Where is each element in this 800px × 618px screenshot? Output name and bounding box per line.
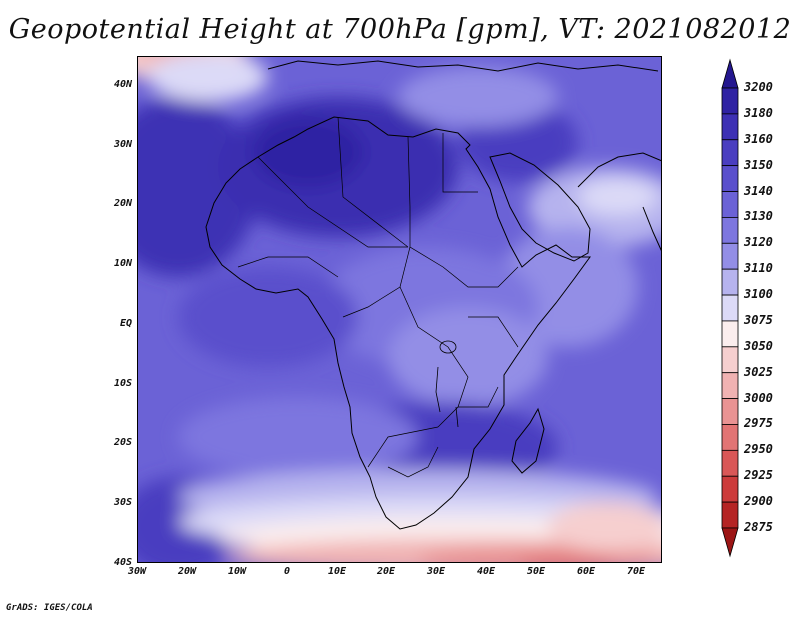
lat-label-10n: 10N	[113, 258, 132, 269]
lon-label-20e: 20E	[376, 566, 396, 577]
colorbar-label: 2975	[744, 416, 773, 431]
lon-label-40e: 40E	[476, 566, 496, 577]
colorbar-swatch	[721, 475, 739, 503]
europe-coastline	[267, 60, 659, 72]
colorbar-swatch	[721, 346, 739, 374]
lon-label-30w: 30W	[127, 566, 147, 577]
colorbar-label: 3050	[744, 338, 773, 353]
colorbar-swatch	[721, 320, 739, 348]
lat-label-40s: 40S	[113, 557, 132, 568]
lon-label-10w: 10W	[227, 566, 247, 577]
colorbar-swatch	[721, 424, 739, 451]
grads-credit: GrADS: IGES/COLA	[6, 603, 93, 613]
lat-label-20n: 20N	[113, 198, 132, 209]
colorbar-label: 3075	[744, 312, 773, 327]
colorbar-arrow-bottom	[721, 527, 739, 558]
lat-label-30s: 30S	[113, 497, 132, 508]
colorbar-arrow-top	[721, 58, 739, 89]
lon-label-30e: 30E	[426, 566, 446, 577]
colorbar-swatch	[721, 372, 739, 399]
map-canvas	[138, 57, 661, 562]
lakes	[435, 340, 459, 428]
colorbar-swatch	[721, 165, 739, 192]
colorbar-swatch	[721, 398, 739, 425]
colorbar	[721, 58, 739, 558]
colorbar-label: 3160	[744, 131, 773, 146]
lat-label-10s: 10S	[113, 378, 132, 389]
lake-victoria	[439, 340, 457, 354]
colorbar-label: 2900	[744, 494, 773, 509]
colorbar-swatch	[721, 449, 739, 477]
colorbar-label: 3140	[744, 183, 773, 198]
lon-label-60e: 60E	[576, 566, 596, 577]
lon-label-20w: 20W	[177, 566, 197, 577]
country-borders	[237, 116, 519, 478]
colorbar-label: 3000	[744, 390, 773, 405]
colorbar-label: 3150	[744, 157, 773, 172]
lon-label-10e: 10E	[327, 566, 347, 577]
colorbar-label: 3025	[744, 364, 773, 379]
colorbar-swatch	[721, 501, 739, 529]
map-plot-area	[137, 56, 662, 563]
lake-malawi	[455, 406, 459, 428]
lat-label-eq: EQ	[119, 318, 132, 329]
colorbar-label: 3100	[744, 287, 773, 302]
map-title: Geopotential Height at 700hPa [gpm], VT:…	[8, 14, 792, 45]
asia-coastline	[577, 152, 661, 188]
lat-label-40n: 40N	[113, 79, 132, 90]
colorbar-label: 2875	[744, 520, 773, 534]
lon-label-50e: 50E	[526, 566, 546, 577]
lon-label-70e: 70E	[626, 566, 646, 577]
lat-label-20s: 20S	[113, 437, 132, 448]
colorbar-label: 3180	[744, 105, 773, 120]
colorbar-label: 2925	[744, 468, 773, 483]
madagascar-coastline	[511, 407, 545, 474]
colorbar-swatch	[721, 191, 739, 218]
colorbar-swatch	[721, 268, 739, 296]
colorbar-swatch	[721, 87, 739, 115]
africa-coastline	[205, 116, 591, 530]
colorbar-label: 3200	[744, 80, 773, 94]
india-coastline	[642, 206, 661, 251]
colorbar-swatch	[721, 294, 739, 322]
lake-tanganyika	[435, 366, 441, 413]
arabia-coastline	[489, 152, 591, 262]
coastlines	[205, 60, 661, 530]
colorbar-label: 3120	[744, 235, 773, 250]
height-field-shading	[138, 57, 661, 562]
colorbar-swatch	[721, 217, 739, 244]
colorbar-swatch	[721, 113, 739, 141]
colorbar-label: 3130	[744, 209, 773, 224]
colorbar-swatch	[721, 242, 739, 270]
lat-label-30n: 30N	[113, 139, 132, 150]
colorbar-label: 3110	[744, 261, 773, 276]
colorbar-label: 2950	[744, 442, 773, 457]
colorbar-swatch	[721, 139, 739, 167]
lon-label-0: 0	[283, 566, 291, 577]
